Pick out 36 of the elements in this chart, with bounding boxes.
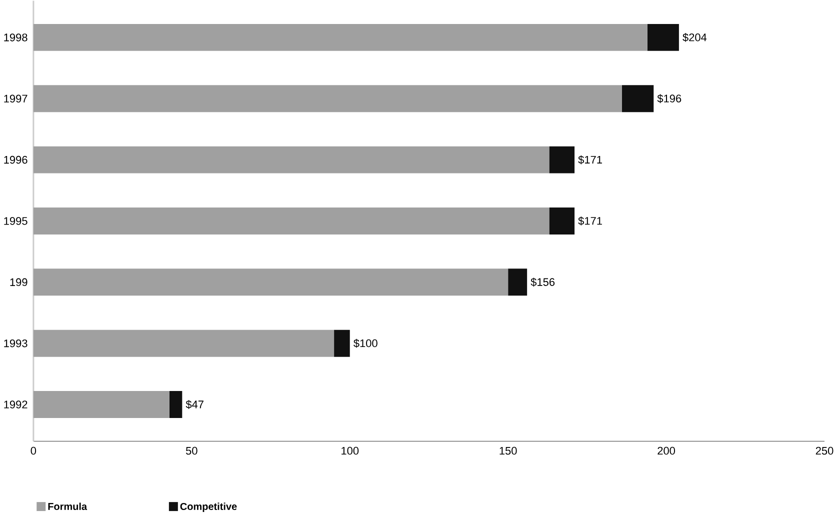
bar [334, 330, 350, 357]
bar [170, 390, 182, 418]
bar [33, 207, 550, 234]
bar [33, 330, 334, 357]
bar [33, 84, 622, 112]
legend-label: Formula [48, 502, 88, 510]
bar [508, 268, 528, 296]
total-label: $171 [578, 155, 602, 164]
x-tick-label: 250 [816, 446, 834, 454]
x-tick-label: 150 [500, 446, 517, 454]
x-tick-label: 200 [658, 446, 676, 454]
x-tick-label: 100 [342, 446, 359, 454]
y-tick-label: 1993 [4, 339, 28, 348]
y-tick-label: 1996 [4, 156, 28, 164]
y-tick-label: 1995 [4, 216, 28, 225]
bar [33, 146, 550, 174]
bar [622, 84, 654, 112]
bar [33, 24, 648, 51]
x-tick-label: 50 [186, 446, 198, 454]
y-tick-label: 1998 [4, 33, 28, 42]
x-tick-label: 0 [30, 446, 36, 454]
total-label: $156 [530, 278, 555, 286]
total-label: $196 [657, 94, 682, 103]
legend-label: Competitive [180, 502, 237, 512]
bar [33, 268, 508, 296]
bar [549, 207, 575, 234]
bar [33, 390, 170, 418]
total-label: $47 [186, 400, 204, 409]
bar [647, 24, 679, 51]
total-label: $100 [354, 338, 378, 348]
bar [549, 146, 575, 174]
y-tick-label: 1997 [4, 94, 28, 102]
total-label: $204 [682, 32, 707, 42]
y-tick-label: 1992 [4, 400, 28, 408]
total-label: $171 [578, 216, 602, 226]
y-tick-label: 199 [10, 278, 28, 286]
